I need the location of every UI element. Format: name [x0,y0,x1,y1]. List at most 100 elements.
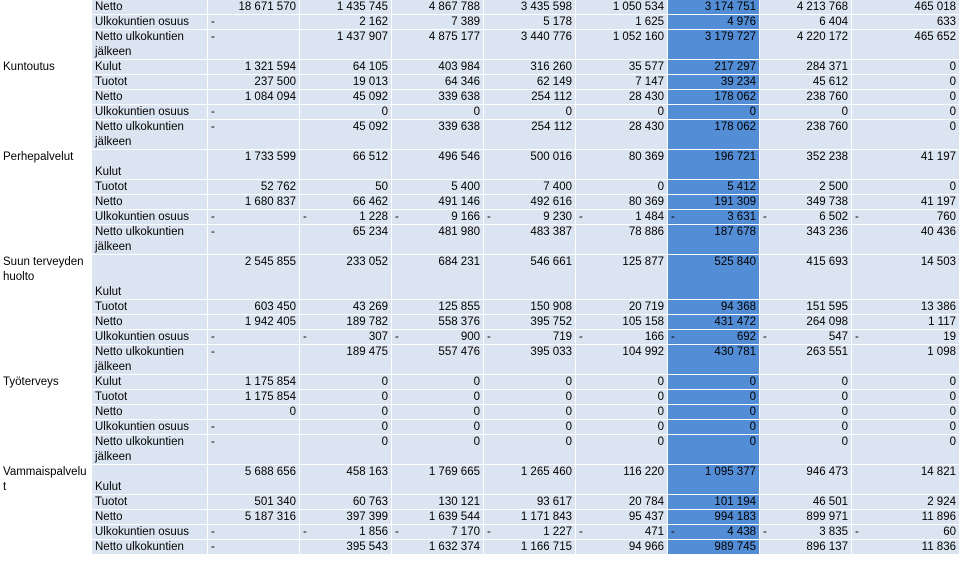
value-cell[interactable]: 0 [852,435,960,465]
row-label[interactable]: Kulut [92,150,208,180]
value-cell[interactable]: 0 [392,375,484,390]
value-cell[interactable]: 178 062 [668,120,760,150]
value-cell[interactable]: 1 175 854 [208,390,300,405]
value-cell[interactable]: 492 616 [484,195,576,210]
value-cell[interactable]: 0 [852,60,960,75]
value-cell[interactable]: 187 678 [668,225,760,255]
row-label[interactable]: Netto [92,0,208,15]
row-label[interactable]: Netto ulkokuntien jälkeen [92,225,208,255]
value-cell[interactable]: 62 149 [484,75,576,90]
value-cell[interactable]: 189 475 [300,345,392,375]
value-cell[interactable]: - [208,210,300,225]
value-cell[interactable]: 0 [484,375,576,390]
value-cell[interactable]: 0 [760,405,852,420]
value-cell[interactable]: 64 105 [300,60,392,75]
value-cell[interactable]: 546 661 [484,255,576,300]
value-cell[interactable]: - [208,435,300,465]
value-cell[interactable]: 0 [484,105,576,120]
value-cell[interactable]: 40 436 [852,225,960,255]
value-cell[interactable]: 0 [852,90,960,105]
value-cell[interactable]: - [208,225,300,255]
value-cell[interactable]: 1 632 374 [392,540,484,555]
value-cell[interactable]: 0 [852,405,960,420]
value-cell[interactable]: 397 399 [300,510,392,525]
value-cell[interactable]: 557 476 [392,345,484,375]
value-cell[interactable]: - 547 [760,330,852,345]
value-cell[interactable]: 238 760 [760,90,852,105]
value-cell[interactable]: 125 855 [392,300,484,315]
value-cell[interactable]: 0 [576,105,668,120]
value-cell[interactable]: 349 738 [760,195,852,210]
value-cell[interactable]: 217 297 [668,60,760,75]
value-cell[interactable]: 150 908 [484,300,576,315]
value-cell[interactable]: 66 512 [300,150,392,180]
value-cell[interactable]: 415 693 [760,255,852,300]
value-cell[interactable]: 189 782 [300,315,392,330]
value-cell[interactable]: 0 [300,105,392,120]
value-cell[interactable]: - 3 835 [760,525,852,540]
value-cell[interactable]: 95 437 [576,510,668,525]
value-cell[interactable]: 1 769 665 [392,465,484,495]
value-cell[interactable]: 125 877 [576,255,668,300]
value-cell[interactable]: - 60 [852,525,960,540]
value-cell[interactable]: 3 179 727 [668,30,760,60]
value-cell[interactable]: 18 671 570 [208,0,300,15]
value-cell[interactable]: - [208,15,300,30]
value-cell[interactable]: 14 503 [852,255,960,300]
row-label[interactable]: Netto ulkokuntien jälkeen [92,120,208,150]
value-cell[interactable]: 1 733 599 [208,150,300,180]
value-cell[interactable]: 104 992 [576,345,668,375]
value-cell[interactable]: 254 112 [484,90,576,105]
value-cell[interactable]: 28 430 [576,120,668,150]
value-cell[interactable]: 191 309 [668,195,760,210]
value-cell[interactable]: 0 [576,390,668,405]
value-cell[interactable]: 116 220 [576,465,668,495]
value-cell[interactable]: - 19 [852,330,960,345]
row-label[interactable]: Netto ulkokuntien jälkeen [92,435,208,465]
value-cell[interactable]: 0 [392,105,484,120]
value-cell[interactable]: 4 867 788 [392,0,484,15]
value-cell[interactable]: 0 [668,390,760,405]
value-cell[interactable]: 1 942 405 [208,315,300,330]
value-cell[interactable]: 0 [300,435,392,465]
row-label[interactable]: Ulkokuntien osuus [92,105,208,120]
value-cell[interactable]: - 9 166 [392,210,484,225]
value-cell[interactable]: 46 501 [760,495,852,510]
value-cell[interactable]: 0 [852,180,960,195]
value-cell[interactable]: 1 435 745 [300,0,392,15]
value-cell[interactable]: 3 174 751 [668,0,760,15]
value-cell[interactable]: 0 [576,180,668,195]
value-cell[interactable]: 0 [392,420,484,435]
value-cell[interactable]: 0 [760,420,852,435]
value-cell[interactable]: 481 980 [392,225,484,255]
row-label[interactable]: Ulkokuntien osuus [92,210,208,225]
value-cell[interactable]: 0 [668,420,760,435]
value-cell[interactable]: 899 971 [760,510,852,525]
row-label[interactable]: Tuotot [92,495,208,510]
value-cell[interactable]: - [208,540,300,555]
value-cell[interactable]: 989 745 [668,540,760,555]
value-cell[interactable]: 501 340 [208,495,300,510]
value-cell[interactable]: 5 187 316 [208,510,300,525]
value-cell[interactable]: 0 [668,375,760,390]
value-cell[interactable]: 50 [300,180,392,195]
value-cell[interactable]: 78 886 [576,225,668,255]
value-cell[interactable]: 80 369 [576,150,668,180]
value-cell[interactable]: 13 386 [852,300,960,315]
value-cell[interactable]: 1 437 907 [300,30,392,60]
value-cell[interactable]: 1 166 715 [484,540,576,555]
value-cell[interactable]: 5 688 656 [208,465,300,495]
value-cell[interactable]: 458 163 [300,465,392,495]
value-cell[interactable]: 403 984 [392,60,484,75]
value-cell[interactable]: - [208,420,300,435]
value-cell[interactable]: 5 178 [484,15,576,30]
value-cell[interactable]: 0 [484,390,576,405]
value-cell[interactable]: - 9 230 [484,210,576,225]
row-label[interactable]: Netto [92,405,208,420]
row-label[interactable]: Kulut [92,255,208,300]
row-label[interactable]: Kulut [92,465,208,495]
value-cell[interactable]: 1 098 [852,345,960,375]
value-cell[interactable]: 7 147 [576,75,668,90]
row-label[interactable]: Tuotot [92,75,208,90]
value-cell[interactable]: 93 617 [484,495,576,510]
